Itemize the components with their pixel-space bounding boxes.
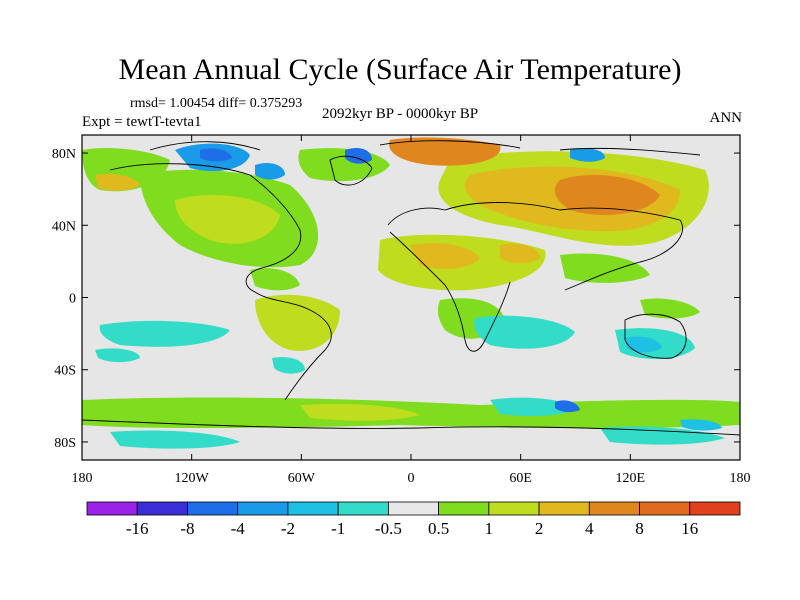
y-tick-label: 40S [54,364,76,379]
colorbar-bin [689,501,741,516]
colorbar-level-label: -16 [126,519,149,538]
colorbar-bin [387,501,440,516]
y-tick-label: 0 [69,292,76,307]
x-tick-label: 60E [509,471,532,486]
y-tick-label: 80N [52,147,76,162]
colorbar-bin [488,501,540,516]
time-period-label: 2092kyr BP - 0000kyr BP [322,106,479,122]
colorbar-level-label: 0.5 [428,519,449,538]
colorbar-bin [588,501,640,516]
x-tick-label: 60W [288,471,316,486]
experiment-label: Expt = tewtT-tevta1 [82,114,202,130]
x-tick-label: 0 [408,471,415,486]
x-tick-label: 120W [175,471,210,486]
x-tick-label: 180 [72,471,93,486]
colorbar-bin [438,501,490,516]
colorbar-level-label: 4 [585,519,594,538]
rmsd-diff-stats: rmsd= 1.00454 diff= 0.375293 [130,96,303,111]
coastlines [82,140,740,436]
colorbar: -16 -8 -4 -2 -1 -0.5 0.5 1 2 4 8 16 [86,501,741,538]
colorbar-bin [136,501,188,516]
colorbar-level-label: 2 [535,519,544,538]
colorbar-bin [639,501,691,516]
x-tick-label: 120E [616,471,646,486]
colorbar-bin [187,501,239,516]
colorbar-bin [538,501,590,516]
season-label: ANN [709,110,743,126]
colorbar-bin [287,501,339,516]
colorbar-level-label: -0.5 [375,519,402,538]
colorbar-bin [237,501,289,516]
y-tick-label: 80S [54,436,76,451]
y-tick-label: 40N [52,219,76,234]
colorbar-level-label: 1 [485,519,494,538]
colorbar-level-label: 8 [635,519,644,538]
anomaly-field [82,137,740,449]
colorbar-level-label: -2 [281,519,295,538]
colorbar-level-label: 16 [681,519,698,538]
x-tick-label: 180 [730,471,751,486]
colorbar-bin [337,501,389,516]
chart-title: Mean Annual Cycle (Surface Air Temperatu… [118,53,682,86]
colorbar-level-label: -8 [180,519,194,538]
x-axis: 180 120W 60W 0 60E 120E 180 [72,135,751,486]
y-axis: 80N 40N 0 40S 80S [52,147,740,451]
colorbar-level-label: -1 [331,519,345,538]
colorbar-bin [86,501,138,516]
colorbar-level-label: -4 [231,519,246,538]
